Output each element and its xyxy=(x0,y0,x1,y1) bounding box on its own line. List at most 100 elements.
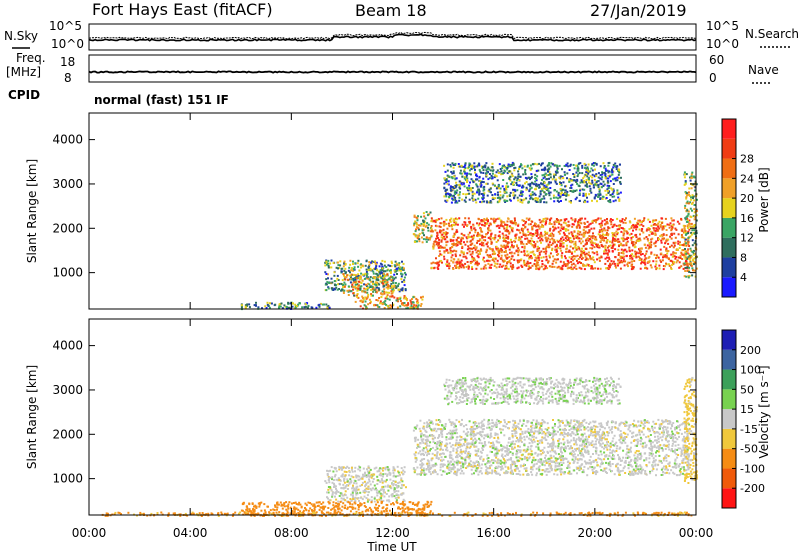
rti-cell xyxy=(325,273,328,275)
rti-cell xyxy=(691,225,694,228)
rti-cell xyxy=(568,256,571,259)
rti-cell xyxy=(516,189,519,192)
rti-cell xyxy=(495,171,498,174)
rti-cell xyxy=(405,304,408,307)
rti-cell xyxy=(455,185,458,188)
rti-cell xyxy=(490,240,493,243)
rti-cell xyxy=(591,220,594,223)
rti-cell xyxy=(651,220,654,223)
rti-cell xyxy=(471,238,474,241)
rti-cell xyxy=(241,503,244,506)
rti-cell xyxy=(634,245,637,248)
rti-cell xyxy=(332,501,335,504)
rti-cell xyxy=(400,267,403,270)
rti-cell xyxy=(612,244,615,247)
rti-cell xyxy=(512,188,515,191)
rti-cell xyxy=(371,511,374,514)
rti-cell xyxy=(468,192,471,195)
rti-cell xyxy=(587,251,590,254)
rti-cell xyxy=(385,303,388,306)
rti-cell xyxy=(434,229,437,232)
rti-cell xyxy=(537,183,540,186)
rti-cell xyxy=(565,250,568,253)
rti-cell xyxy=(454,190,457,193)
rti-cell xyxy=(106,512,109,515)
rti-cell xyxy=(387,485,390,488)
rti-cell xyxy=(452,235,455,238)
rti-cell xyxy=(411,503,414,505)
rti-cell xyxy=(450,189,453,192)
rti-cell xyxy=(471,197,474,200)
rti-cell xyxy=(383,302,386,305)
rti-cell xyxy=(423,220,426,223)
rti-cell xyxy=(442,231,445,234)
rti-cell xyxy=(614,256,617,259)
rti-cell xyxy=(253,510,256,513)
rti-cell xyxy=(625,230,628,233)
rti-cell xyxy=(416,503,419,506)
rti-cell xyxy=(609,264,611,267)
rti-cell xyxy=(525,243,528,245)
rti-cell xyxy=(498,163,501,166)
rti-cell xyxy=(500,170,503,173)
rti-cell xyxy=(500,173,503,176)
rti-cell xyxy=(486,201,489,204)
rti-cell xyxy=(629,257,632,260)
rti-cell xyxy=(538,227,541,230)
rti-cell xyxy=(351,490,354,493)
rti-cell xyxy=(459,261,461,264)
rti-cell xyxy=(555,171,558,174)
rti-cell xyxy=(466,181,468,183)
rti-cell xyxy=(571,232,574,235)
rti-cell xyxy=(350,506,353,509)
freq-trace xyxy=(88,70,697,74)
rti-cell xyxy=(321,507,324,510)
rti-cell xyxy=(427,229,430,232)
rti-cell xyxy=(595,173,598,176)
rti-cell xyxy=(523,245,526,248)
rti-cell xyxy=(594,162,597,165)
rti-cell xyxy=(616,231,619,234)
rti-cell xyxy=(531,251,534,254)
rti-cell xyxy=(614,238,617,241)
rti-cell xyxy=(554,245,557,248)
rti-cell xyxy=(600,186,603,189)
cpid-value: normal (fast) 151 IF xyxy=(94,93,229,107)
rti-cell xyxy=(685,197,688,200)
rti-cell xyxy=(399,300,402,302)
rti-cell xyxy=(655,254,658,257)
rti-cell xyxy=(445,178,448,181)
rti-cell xyxy=(481,244,483,247)
rti-cell xyxy=(637,219,640,222)
rti-cell xyxy=(342,502,345,505)
rti-cell xyxy=(255,301,257,304)
rti-cell xyxy=(400,275,403,278)
rti-cell xyxy=(484,222,487,225)
rti-cell xyxy=(523,254,526,257)
rti-cell xyxy=(587,254,590,257)
rti-cell xyxy=(517,223,520,226)
rti-cell xyxy=(636,221,639,224)
rti-cell xyxy=(591,221,594,224)
rti-cell xyxy=(320,510,323,513)
rti-cell xyxy=(516,259,519,262)
rti-cell xyxy=(458,186,461,189)
rti-cell xyxy=(523,247,526,250)
rti-cell xyxy=(383,510,386,513)
rti-cell xyxy=(596,511,599,514)
rti-cell xyxy=(635,228,638,231)
rti-cell xyxy=(361,295,364,298)
rti-cell xyxy=(347,501,350,504)
rti-cell xyxy=(504,201,507,203)
rti-cell xyxy=(675,261,678,264)
rti-cell xyxy=(469,253,472,256)
rti-cell xyxy=(403,276,406,279)
rti-cell xyxy=(512,191,515,194)
rti-cell xyxy=(484,236,487,238)
rti-cell xyxy=(635,255,638,258)
rti-cell xyxy=(560,254,563,257)
rti-cell xyxy=(550,265,553,268)
rti-cell xyxy=(543,197,546,200)
rti-cell xyxy=(343,481,346,484)
rti-cell xyxy=(381,302,384,305)
